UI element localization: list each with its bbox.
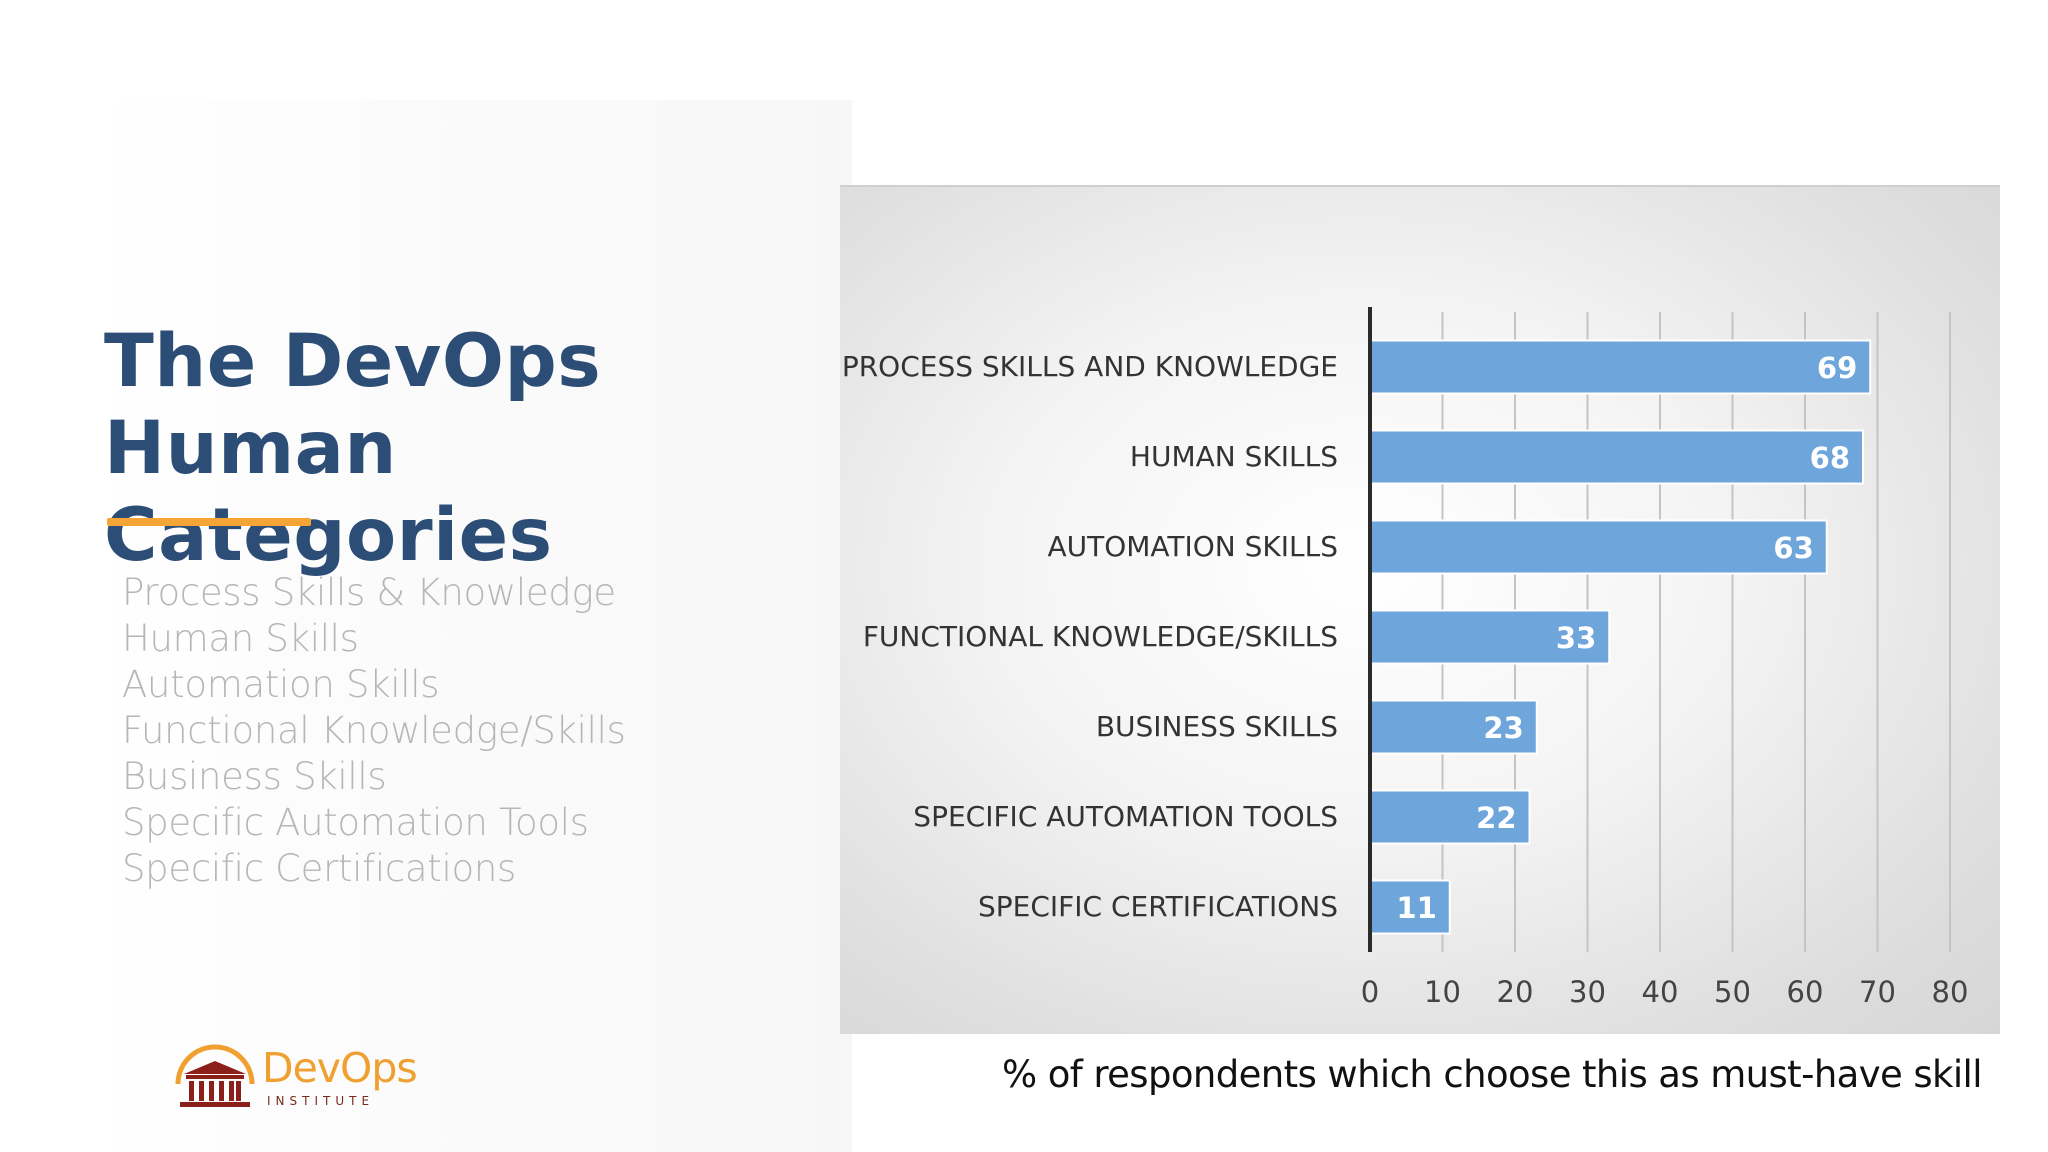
data-label: 68 bbox=[1810, 441, 1850, 475]
bar bbox=[1369, 519, 1828, 575]
data-label: 33 bbox=[1556, 621, 1596, 655]
category-item: Human Skills bbox=[122, 617, 359, 660]
logo-wordmark: DevOps bbox=[262, 1044, 418, 1092]
category-item: Specific Certifications bbox=[122, 847, 516, 890]
category-item: Process Skills & Knowledge bbox=[122, 571, 616, 614]
title-underline bbox=[107, 518, 311, 526]
data-label: 22 bbox=[1476, 801, 1516, 835]
category-item: Business Skills bbox=[122, 755, 387, 798]
category-item: Functional Knowledge/Skills bbox=[122, 709, 626, 752]
category-label: HUMAN SKILLS bbox=[1130, 440, 1338, 473]
x-tick-label: 50 bbox=[1714, 975, 1751, 1009]
category-item: Specific Automation Tools bbox=[122, 801, 589, 844]
bar bbox=[1369, 699, 1538, 755]
bar bbox=[1369, 609, 1611, 665]
data-label: 11 bbox=[1396, 891, 1436, 925]
bar bbox=[1369, 879, 1451, 935]
x-tick-label: 60 bbox=[1787, 975, 1824, 1009]
x-axis-caption: % of respondents which choose this as mu… bbox=[1002, 1053, 1983, 1096]
slide-title: The DevOps Human Categories bbox=[104, 318, 864, 579]
category-label: SPECIFIC CERTIFICATIONS bbox=[978, 890, 1338, 923]
title-line-2: Human Categories bbox=[104, 406, 553, 578]
category-label: PROCESS SKILLS AND KNOWLEDGE bbox=[842, 350, 1338, 383]
title-line-1: The DevOps bbox=[104, 319, 602, 404]
x-tick-label: 40 bbox=[1642, 975, 1679, 1009]
chart-panel: 0 10 20 30 40 50 60 70 80 69 PROCESS SKILLS AND KN… bbox=[840, 185, 2000, 1034]
logo-subtitle: INSTITUTE bbox=[267, 1094, 375, 1108]
bar-chart: 0 10 20 30 40 50 60 70 80 69 PROCESS SKILLS AND KN… bbox=[842, 307, 1969, 1009]
x-tick-label: 10 bbox=[1424, 975, 1461, 1009]
category-item: Automation Skills bbox=[122, 663, 440, 706]
category-label: SPECIFIC AUTOMATION TOOLS bbox=[913, 800, 1338, 833]
bar bbox=[1369, 339, 1872, 395]
devops-institute-logo: DevOps INSTITUTE bbox=[170, 1044, 440, 1114]
x-tick-label: 70 bbox=[1859, 975, 1896, 1009]
data-label: 23 bbox=[1483, 711, 1523, 745]
category-label: AUTOMATION SKILLS bbox=[1047, 530, 1338, 563]
data-label: 69 bbox=[1817, 351, 1857, 385]
bar bbox=[1369, 429, 1864, 485]
x-tick-label: 30 bbox=[1569, 975, 1606, 1009]
category-label: FUNCTIONAL KNOWLEDGE/SKILLS bbox=[863, 620, 1338, 653]
x-tick-label: 0 bbox=[1361, 975, 1379, 1009]
pillars-icon bbox=[175, 1044, 255, 1107]
x-tick-label: 80 bbox=[1932, 975, 1969, 1009]
left-panel-background bbox=[92, 100, 852, 1152]
category-list: Process Skills & Knowledge Human Skills … bbox=[122, 570, 626, 892]
data-label: 63 bbox=[1773, 531, 1813, 565]
category-label: BUSINESS SKILLS bbox=[1096, 710, 1338, 743]
x-tick-label: 20 bbox=[1497, 975, 1534, 1009]
